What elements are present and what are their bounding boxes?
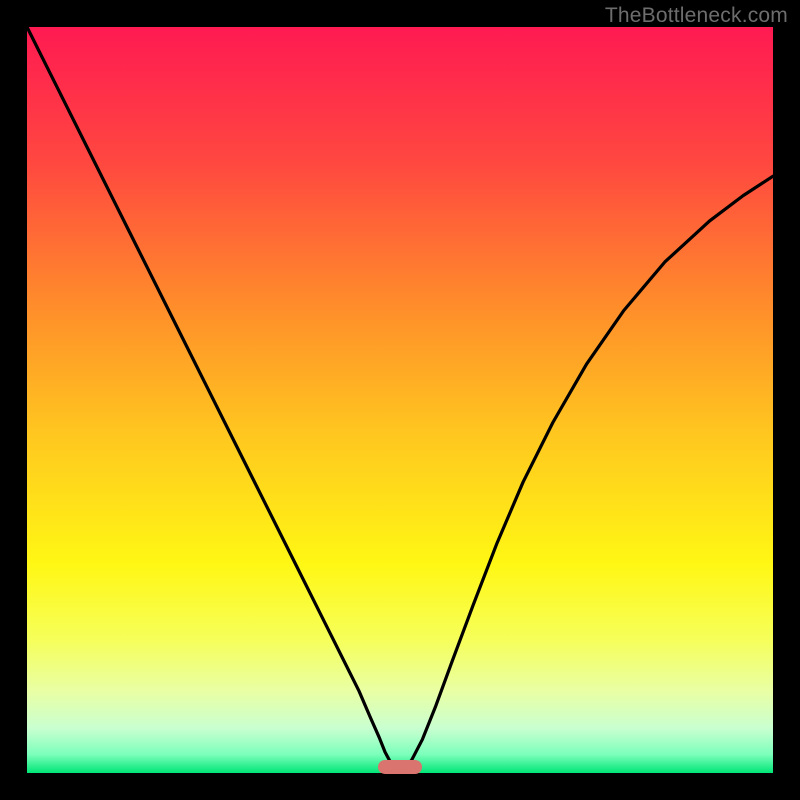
bottleneck-curve (27, 27, 773, 773)
curve-path (27, 27, 773, 773)
plot-frame (27, 27, 773, 773)
optimum-marker (378, 760, 423, 775)
watermark-text: TheBottleneck.com (605, 4, 788, 28)
